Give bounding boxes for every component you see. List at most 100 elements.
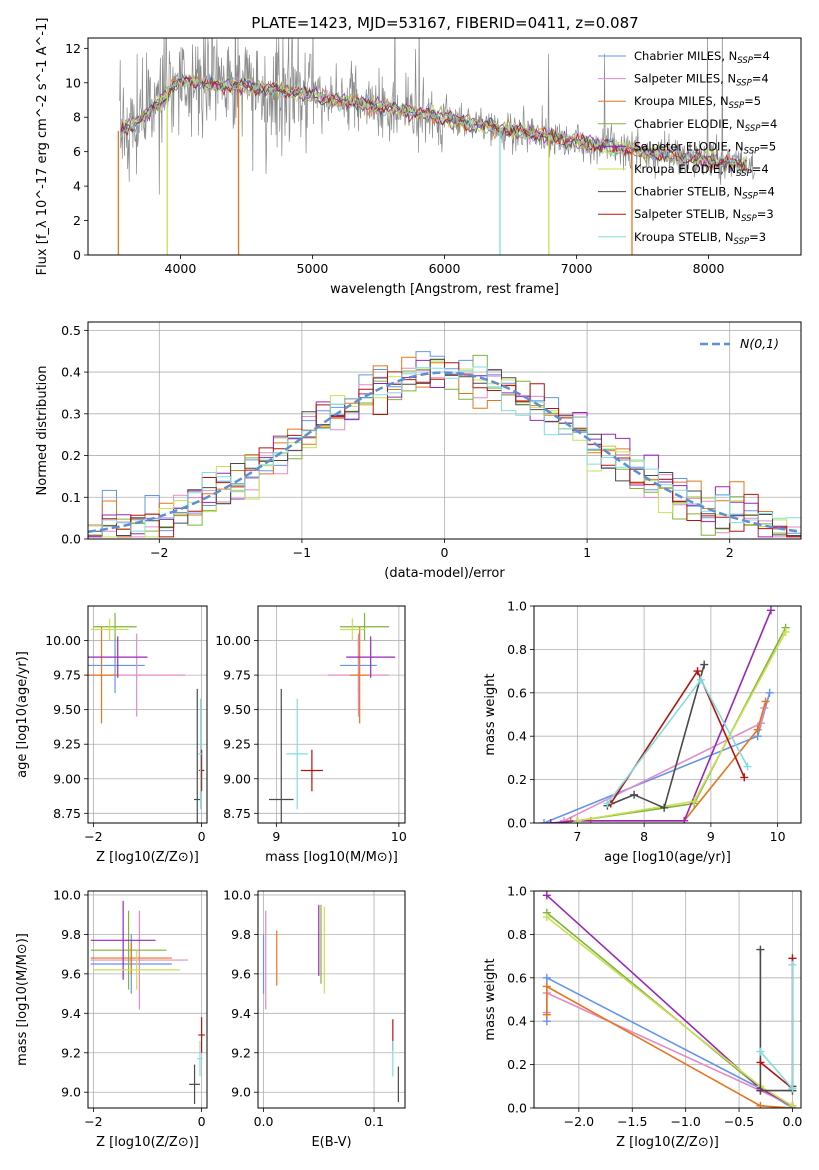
legend-entry: Chabrier STELIB, NSSP=4 (634, 185, 775, 202)
legend-entry: Salpeter MILES, NSSP=4 (634, 72, 769, 89)
weight-marker (781, 628, 790, 637)
weight-line (546, 991, 793, 1107)
axes-frame (87, 321, 802, 540)
x-tick-label: 2 (726, 545, 734, 560)
errorbar-plot-area (90, 900, 205, 1105)
axes-frame (87, 37, 802, 256)
weight-marker (540, 819, 549, 823)
y-tick-label: 9.75 (223, 668, 251, 683)
weight-marker (660, 803, 669, 812)
x-axis-label: Z [log10(Z/Z⊙)] (96, 850, 199, 865)
y-tick-label: 9.4 (61, 1006, 81, 1021)
weight-line (546, 916, 793, 1107)
errorbar-plot-area (262, 904, 399, 1103)
y-tick-label: 9.8 (231, 927, 251, 942)
weight-marker (546, 819, 555, 823)
y-tick-label: 8.75 (223, 806, 251, 821)
weight-marker (573, 816, 582, 823)
errorbar-plot-area (269, 612, 396, 823)
y-tick-label: 0.2 (507, 1057, 527, 1072)
weight-marker (700, 660, 709, 669)
y-axis-label: mass [log10(M/M⊙)] (15, 933, 30, 1066)
x-tick-label: 0 (441, 545, 449, 560)
y-tick-label: 9.50 (53, 702, 81, 717)
axes-frame (533, 890, 802, 1109)
weight-line (546, 985, 793, 1108)
y-tick-label: 0 (73, 248, 81, 263)
legend-entry: Salpeter ELODIE, NSSP=5 (634, 139, 776, 156)
y-tick-label: 9.2 (231, 1045, 251, 1060)
weight-line (577, 627, 787, 822)
axes-frame (257, 890, 406, 1109)
x-tick-label: −0.5 (724, 1114, 754, 1129)
weight-marker (753, 725, 762, 734)
axes-weight_vs_age: 7 8 9 10 0.0 0.2 0.4 0.6 0.8 1.0 age [log10(age/yr… (483, 599, 802, 865)
spectrum-legend: Chabrier MILES, NSSP=4 Salpeter MILES, NS… (598, 49, 777, 247)
y-tick-label: 1.0 (507, 599, 527, 614)
spectrum-plot-area (117, 38, 755, 255)
x-axis-label: wavelength [Angstrom, rest frame] (330, 282, 559, 297)
model-spectrum-line (120, 76, 748, 177)
weight-marker (542, 982, 551, 991)
weight-marker (603, 799, 612, 808)
x-tick-label: −2 (84, 829, 102, 844)
y-tick-label: 0.2 (507, 772, 527, 787)
weight-marker (761, 697, 770, 706)
y-tick-label: 0.2 (61, 448, 81, 463)
y-tick-label: 1.0 (507, 884, 527, 899)
y-tick-label: 9.25 (53, 737, 81, 752)
x-axis-label: age [log10(age/yr)] (604, 850, 731, 865)
weight-marker (560, 816, 569, 823)
y-axis-label: mass weight (483, 958, 498, 1040)
weight-marker (690, 797, 699, 806)
axes-frame (257, 605, 406, 824)
y-axis-label: mass weight (483, 673, 498, 755)
y-tick-label: 0.4 (507, 729, 527, 744)
x-tick-label: −2.0 (564, 1114, 594, 1129)
y-tick-label: 0.5 (61, 323, 81, 338)
weight-marker (788, 1101, 797, 1108)
y-tick-label: 2 (73, 213, 81, 228)
weight-plot-area (540, 606, 790, 823)
weight-marker (630, 790, 639, 799)
weight-marker (743, 762, 752, 771)
y-tick-label: 9.2 (61, 1045, 81, 1060)
weight-marker (542, 973, 551, 982)
x-tick-label: −1 (293, 545, 311, 560)
y-tick-label: 0.0 (61, 532, 81, 547)
y-axis-label: Normed distribution (35, 366, 50, 496)
axes-frame (87, 605, 208, 824)
y-tick-label: 0.4 (507, 1014, 527, 1029)
weight-marker (765, 688, 774, 697)
weight-marker (788, 960, 797, 969)
weight-marker (680, 816, 689, 823)
y-tick-label: 0.6 (507, 685, 527, 700)
y-tick-label: 9.6 (231, 966, 251, 981)
weight-marker (542, 891, 551, 900)
x-tick-label: 5000 (297, 261, 329, 276)
x-tick-label: 10 (770, 829, 786, 844)
y-tick-label: 9.75 (53, 668, 81, 683)
x-tick-label: −1.0 (670, 1114, 700, 1129)
axes-residuals: −2 −1 0 1 2 0.0 0.1 0.2 0.3 0.4 0.5 (data-model)/er… (35, 321, 802, 581)
x-tick-label: 1 (583, 545, 591, 560)
y-tick-label: 9.0 (231, 1085, 251, 1100)
normal-reference-curve (88, 371, 801, 533)
weight-marker (756, 945, 765, 954)
observed-spectrum-line (119, 38, 755, 195)
y-tick-label: 4 (73, 179, 81, 194)
y-tick-label: 10 (65, 75, 81, 90)
weight-marker (542, 913, 551, 922)
y-tick-label: 10.0 (53, 887, 81, 902)
axes-mass_vs_Z: −2 0 9.0 9.2 9.4 9.6 9.8 10.0 Z [log10(Z/Z⊙)] mas… (15, 887, 208, 1150)
weight-marker (542, 1010, 551, 1019)
legend-entry: Chabrier MILES, NSSP=4 (634, 49, 770, 66)
y-tick-label: 10.00 (45, 633, 81, 648)
x-axis-label: Z [log10(Z/Z⊙)] (96, 1135, 199, 1150)
x-tick-label: 4000 (165, 261, 197, 276)
y-tick-label: 12 (65, 41, 81, 56)
y-axis-label: age [log10(age/yr)] (15, 651, 30, 778)
x-tick-label: 0 (198, 1114, 206, 1129)
x-tick-label: −2 (150, 545, 168, 560)
residual-plot-area (88, 351, 801, 538)
